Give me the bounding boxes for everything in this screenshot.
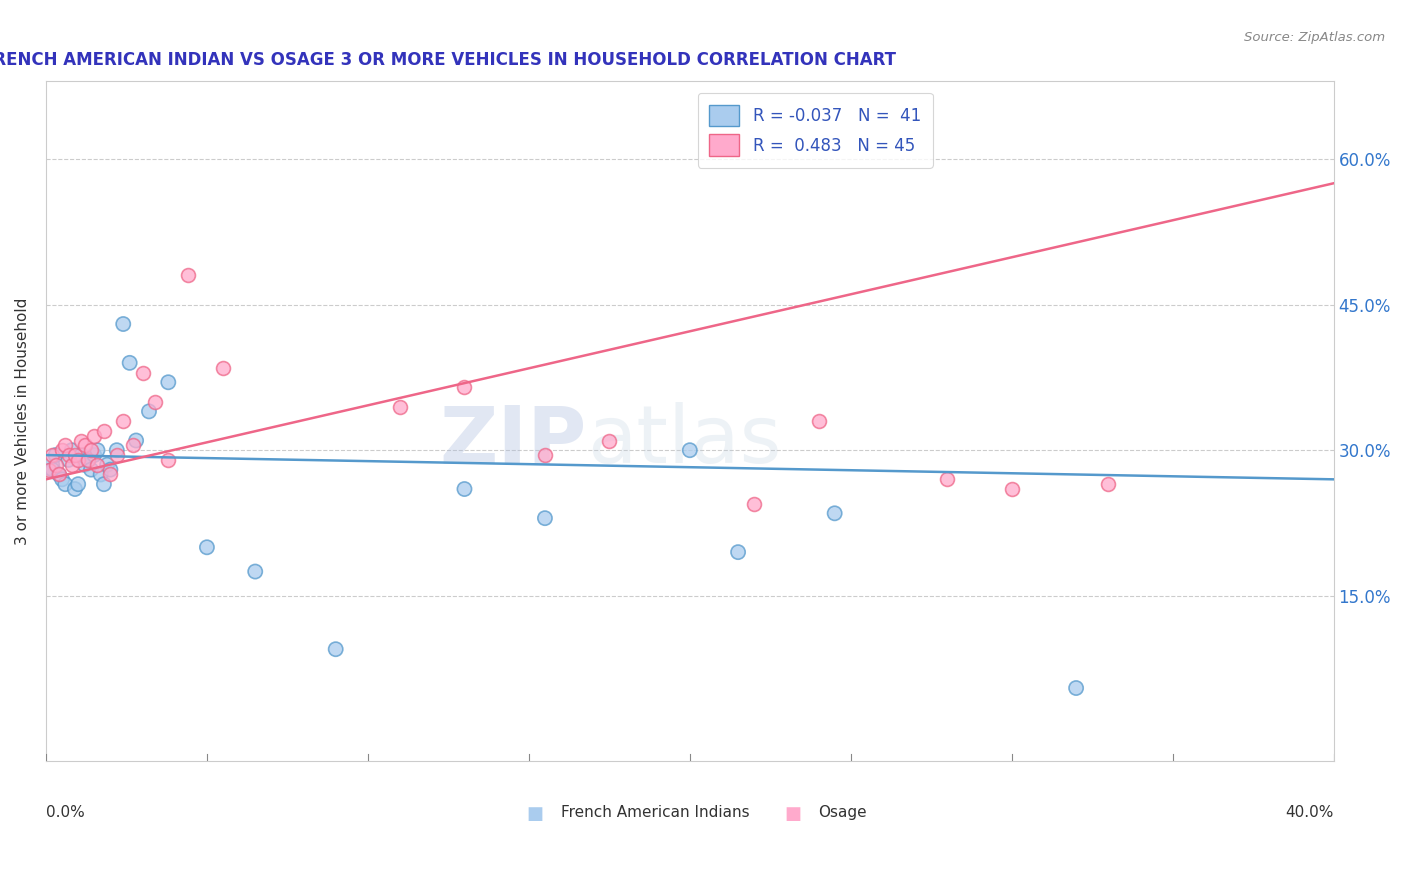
Point xyxy=(58,453,80,467)
Point xyxy=(98,467,121,482)
Point xyxy=(118,356,141,370)
Point xyxy=(112,414,135,428)
Point xyxy=(70,434,93,448)
Point xyxy=(212,360,235,375)
Y-axis label: 3 or more Vehicles in Household: 3 or more Vehicles in Household xyxy=(15,297,30,545)
Point xyxy=(325,642,347,657)
Point xyxy=(41,448,63,462)
Point xyxy=(1001,482,1024,496)
Point xyxy=(93,424,115,438)
Text: ■: ■ xyxy=(785,805,801,823)
Point xyxy=(67,477,90,491)
Point xyxy=(80,462,103,476)
Point xyxy=(60,458,83,472)
Point xyxy=(112,317,135,331)
Point xyxy=(195,541,218,555)
Point xyxy=(90,467,112,482)
Point xyxy=(38,458,60,472)
Point xyxy=(67,453,90,467)
Point xyxy=(48,467,70,482)
Point xyxy=(105,443,128,458)
Point xyxy=(453,380,475,394)
Point xyxy=(245,565,267,579)
Point xyxy=(157,453,180,467)
Point xyxy=(86,458,108,472)
Text: Osage: Osage xyxy=(818,805,868,820)
Point xyxy=(145,394,167,409)
Point xyxy=(936,472,959,486)
Text: Source: ZipAtlas.com: Source: ZipAtlas.com xyxy=(1244,31,1385,45)
Point xyxy=(63,482,86,496)
Point xyxy=(131,366,153,380)
Point xyxy=(53,477,76,491)
Point xyxy=(98,462,121,476)
Text: 40.0%: 40.0% xyxy=(1285,805,1334,820)
Point xyxy=(727,545,749,559)
Point xyxy=(1097,477,1119,491)
Point xyxy=(807,414,830,428)
Point xyxy=(76,453,98,467)
Text: French American Indians: French American Indians xyxy=(561,805,749,820)
Text: atlas: atlas xyxy=(586,402,782,481)
Point xyxy=(76,453,98,467)
Point xyxy=(70,448,93,462)
Point xyxy=(122,438,145,452)
Point xyxy=(138,404,160,418)
Point xyxy=(824,506,846,520)
Point xyxy=(80,443,103,458)
Point xyxy=(41,462,63,476)
Point xyxy=(157,376,180,390)
Point xyxy=(125,434,148,448)
Point xyxy=(679,443,702,458)
Text: ZIP: ZIP xyxy=(440,402,586,481)
Point xyxy=(93,477,115,491)
Point xyxy=(1064,681,1087,695)
Point xyxy=(742,497,765,511)
Text: FRENCH AMERICAN INDIAN VS OSAGE 3 OR MORE VEHICLES IN HOUSEHOLD CORRELATION CHAR: FRENCH AMERICAN INDIAN VS OSAGE 3 OR MOR… xyxy=(0,51,896,69)
Point xyxy=(63,448,86,462)
Point xyxy=(534,511,557,525)
Point xyxy=(389,400,412,414)
Point xyxy=(83,428,105,442)
Point xyxy=(86,443,108,458)
Point xyxy=(38,462,60,476)
Point xyxy=(53,438,76,452)
Point xyxy=(60,443,83,458)
Point xyxy=(453,482,475,496)
Point xyxy=(83,448,105,462)
Point xyxy=(534,448,557,462)
Point xyxy=(58,448,80,462)
Text: ■: ■ xyxy=(527,805,544,823)
Point xyxy=(176,268,198,283)
Point xyxy=(45,458,67,472)
Legend: R = -0.037   N =  41, R =  0.483   N = 45: R = -0.037 N = 41, R = 0.483 N = 45 xyxy=(697,93,932,168)
Point xyxy=(96,458,118,472)
Point xyxy=(105,448,128,462)
Point xyxy=(48,467,70,482)
Text: 0.0%: 0.0% xyxy=(46,805,84,820)
Point xyxy=(73,438,96,452)
Point xyxy=(598,434,620,448)
Point xyxy=(51,472,73,486)
Point xyxy=(51,443,73,458)
Point xyxy=(45,448,67,462)
Point xyxy=(73,458,96,472)
